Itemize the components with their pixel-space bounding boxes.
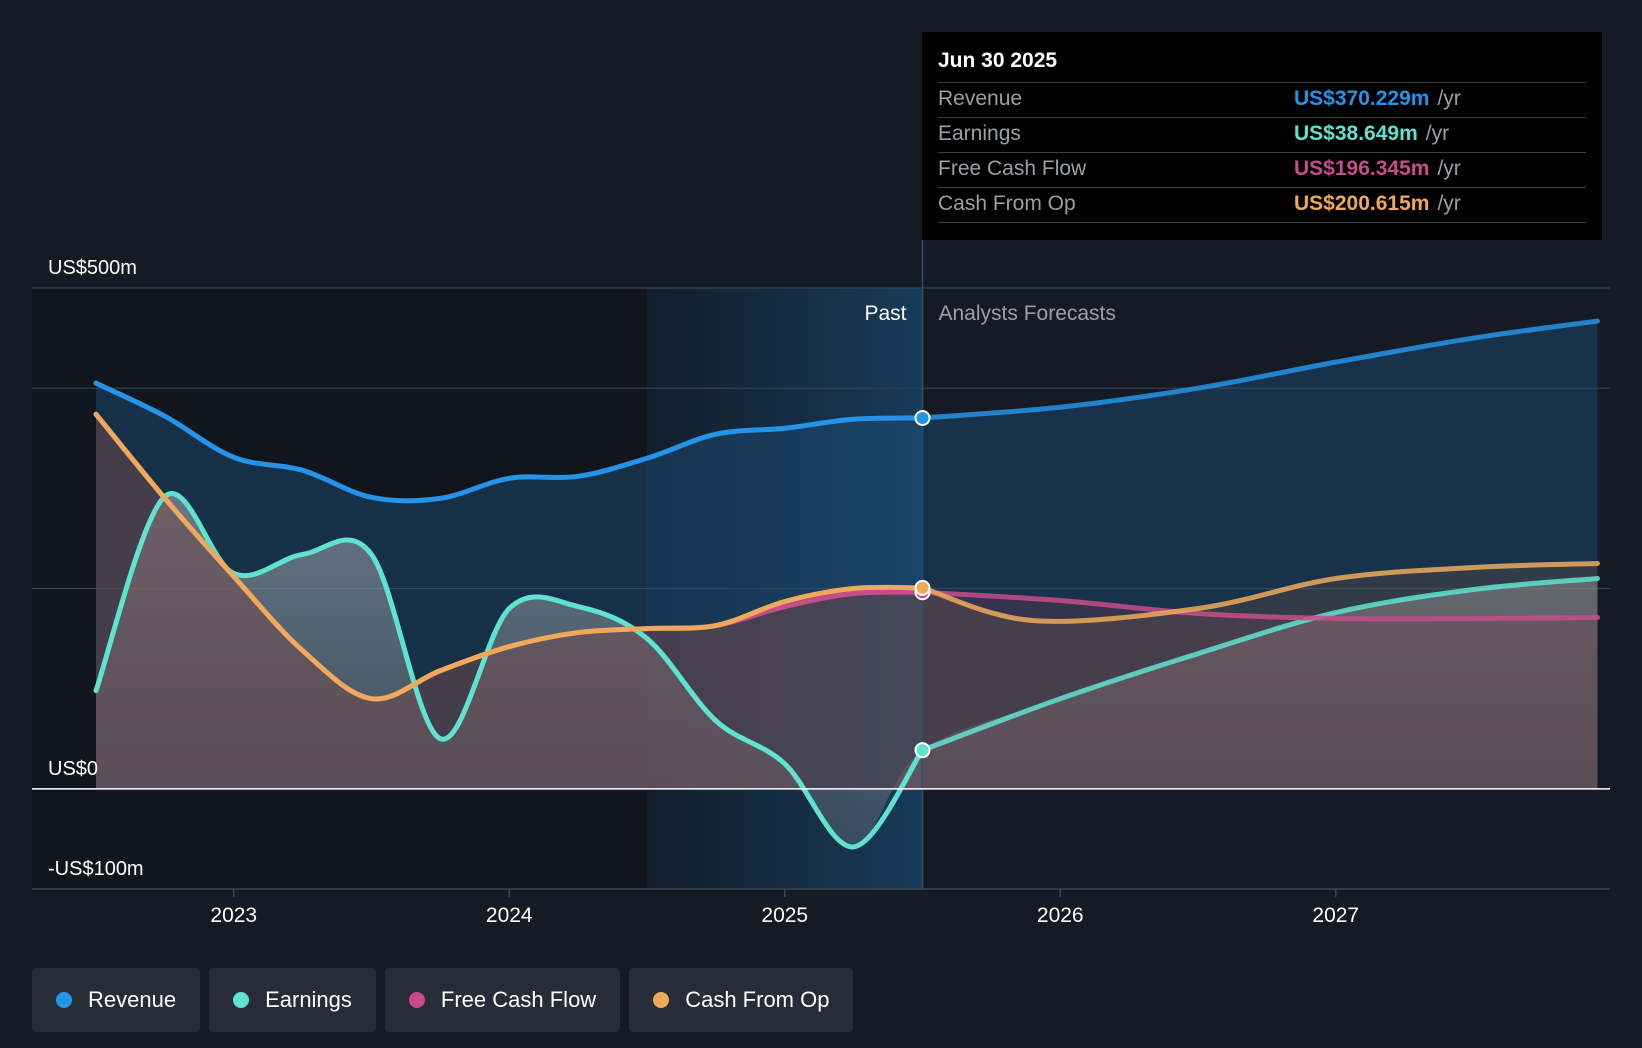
legend-item-fcf[interactable]: Free Cash Flow [384,968,621,1032]
fcf-line-forecast [920,589,1600,622]
tooltip-value: US$370.229m [1294,87,1430,110]
legend-item-revenue[interactable]: Revenue [32,968,201,1032]
tooltip-value: US$38.649m [1294,122,1418,145]
x-tick-label: 2027 [1312,904,1359,927]
tooltip-label: Revenue [938,87,1023,110]
tooltip-row-fcf: Free Cash Flow US$196.345m /yr [938,153,1586,188]
x-tick-label: 2024 [486,904,533,927]
legend-label: Revenue [88,987,177,1012]
x-tick-label: 2026 [1037,904,1084,927]
series-lines [93,318,1600,850]
tooltip-label: Free Cash Flow [938,157,1087,180]
tooltip-unit: /yr [1425,122,1450,145]
revenue-marker [914,410,931,427]
earnings-marker [914,742,931,759]
tooltip-row-cfo: Cash From Op US$200.615m /yr [938,188,1586,223]
cfo-line-past [93,411,925,702]
tooltip-label: Earnings [938,122,1021,145]
cfo-marker [914,579,931,596]
cfo-line-forecast [920,560,1600,624]
revenue-line-past [93,380,925,504]
legend-item-earnings[interactable]: Earnings [209,968,376,1032]
tooltip-date: Jun 30 2025 [938,46,1586,83]
tooltip-label: Cash From Op [938,192,1076,215]
tooltip-row-earnings: Earnings US$38.649m /yr [938,118,1586,153]
legend-label: Free Cash Flow [440,987,597,1012]
tooltip-value: US$200.615m [1294,192,1430,215]
legend-item-cfo[interactable]: Cash From Op [629,968,854,1032]
earnings-area [96,493,1598,847]
x-tick-label: 2025 [761,904,808,927]
forecast-label: Analysts Forecasts [939,302,1116,325]
revenue-line-forecast [920,318,1600,421]
legend: Revenue Earnings Free Cash Flow Cash Fro… [32,968,854,1032]
tooltip-unit: /yr [1437,157,1461,180]
legend-label: Cash From Op [685,987,830,1012]
x-axis-labels: 2023 2024 2025 2026 2027 [210,889,1359,927]
legend-dot-icon [408,992,425,1008]
tooltip-unit: /yr [1437,87,1461,110]
legend-dot-icon [56,992,72,1008]
past-label: Past [864,302,906,325]
legend-dot-icon [653,992,670,1008]
y-tick-label: US$500m [48,257,137,279]
x-tick-label: 2023 [210,904,257,927]
tooltip-row-revenue: Revenue US$370.229m /yr [938,83,1586,118]
tooltip: Jun 30 2025 Revenue US$370.229m /yr Earn… [922,32,1602,240]
earnings-line-forecast [920,575,1600,753]
y-tick-label: -US$100m [48,858,144,880]
legend-dot-icon [233,992,250,1008]
tooltip-value: US$196.345m [1294,157,1430,180]
gridlines [32,287,1610,890]
y-tick-label: US$0 [48,758,98,780]
legend-label: Earnings [265,987,352,1012]
tooltip-markers [914,410,931,759]
tooltip-unit: /yr [1437,192,1461,215]
y-axis-labels: US$500m US$0 -US$100m [48,257,144,880]
